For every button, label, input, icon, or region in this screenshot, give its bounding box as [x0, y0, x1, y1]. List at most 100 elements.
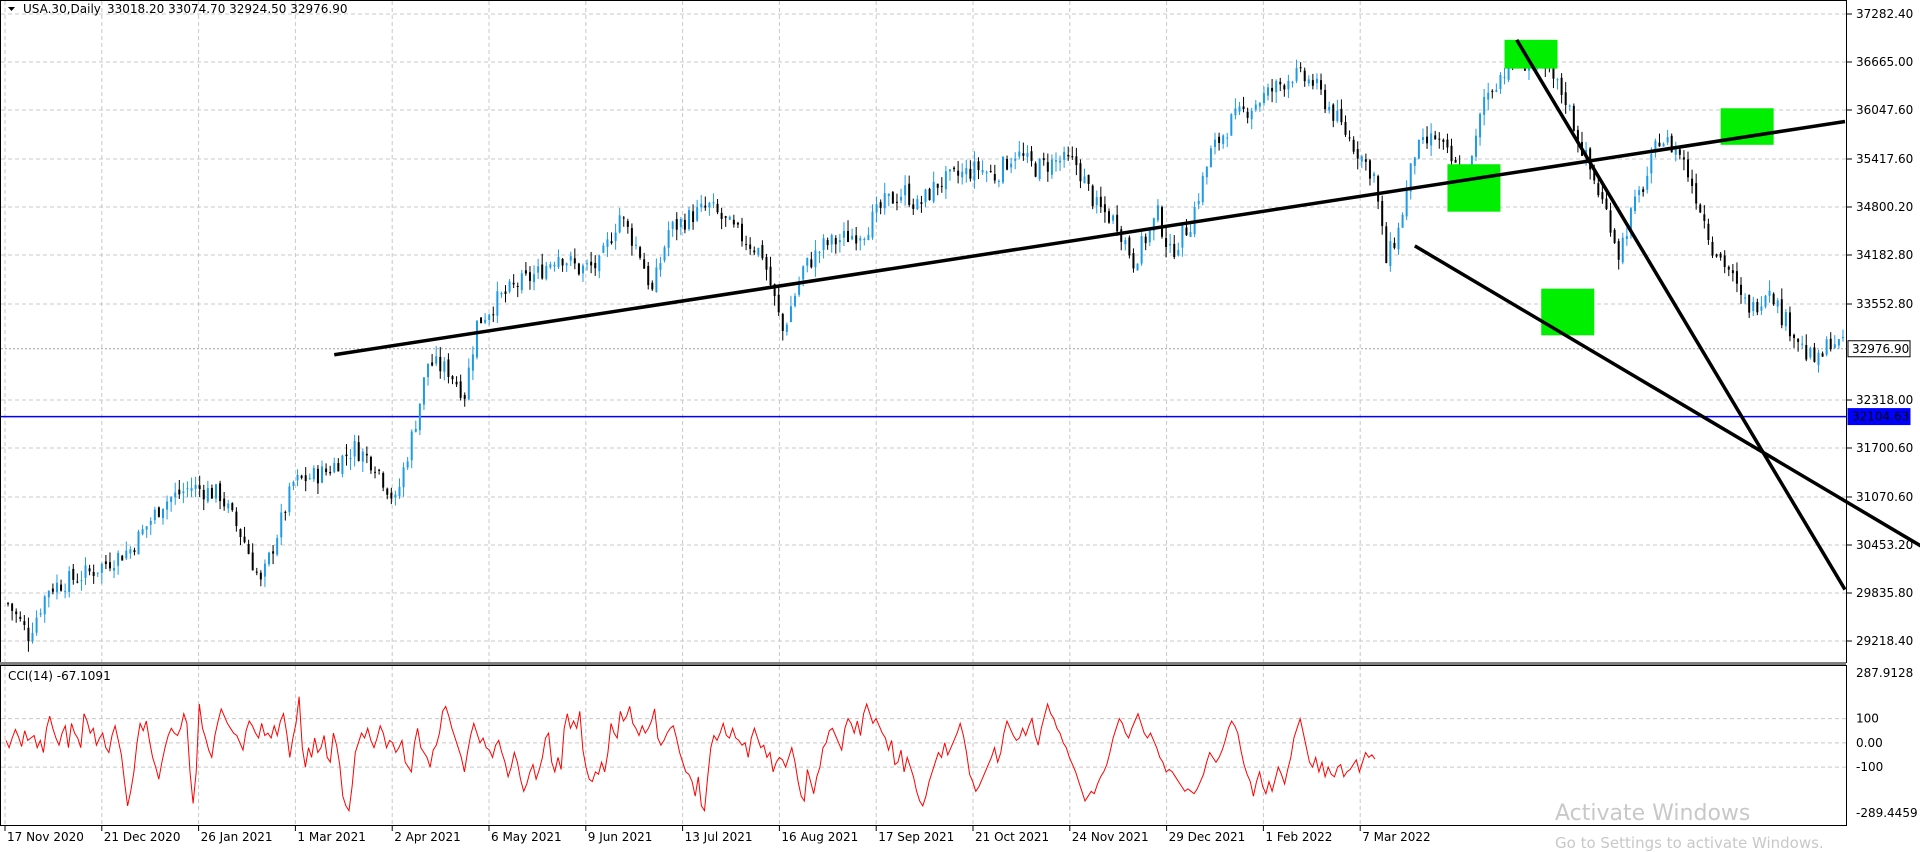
candle-body [1364, 159, 1367, 162]
candle-body [7, 603, 10, 605]
candle-body [993, 174, 996, 181]
candle-body [292, 481, 295, 486]
candle-body [1401, 214, 1404, 228]
candle-body [467, 367, 470, 400]
candle-body [1841, 337, 1844, 339]
candle-body [732, 219, 735, 225]
candle-body [1409, 163, 1412, 192]
candle-body [1091, 185, 1094, 207]
candle-body [1829, 338, 1832, 350]
candle-body [1205, 166, 1208, 178]
candle-body [961, 171, 964, 178]
date-tick-label: 21 Dec 2020 [104, 830, 181, 844]
candle-body [1760, 306, 1763, 311]
candle-body [284, 511, 287, 513]
trendline-layer [333, 38, 1920, 591]
candle-body [708, 202, 711, 208]
date-tick-label: 1 Mar 2021 [297, 830, 365, 844]
watermark-title: Activate Windows [1555, 801, 1750, 826]
candle-body [455, 381, 458, 385]
candle-body [390, 492, 393, 499]
candle-body [190, 488, 193, 491]
support-price-box [1847, 408, 1911, 426]
candle-body [614, 232, 617, 242]
price-tick-label: 29835.80 [1856, 586, 1913, 600]
candle-body [1381, 200, 1384, 227]
candle-body [182, 491, 185, 494]
candle-body [1173, 243, 1176, 258]
candle-body [492, 314, 495, 316]
candle-body [789, 306, 792, 323]
candle-body [887, 193, 890, 197]
candle-body [757, 247, 760, 255]
candle-body [206, 488, 209, 502]
candle-body [1209, 148, 1212, 168]
candle-body [174, 492, 177, 498]
candle-body [1079, 163, 1082, 182]
candle-body [414, 428, 417, 432]
cci-tick-label: -100 [1856, 760, 1883, 774]
candle-body [1678, 149, 1681, 155]
candle-body [867, 234, 870, 241]
candle-body [1715, 254, 1718, 257]
candle-body [263, 563, 266, 577]
candle-body [1776, 300, 1779, 307]
candle-body [451, 376, 454, 380]
candle-body [989, 171, 992, 173]
candle-body [891, 192, 894, 204]
candle-body [1018, 151, 1021, 157]
candle-body [55, 582, 58, 593]
symbol-dropdown-icon[interactable] [8, 7, 15, 11]
candle-body [1010, 163, 1013, 168]
candle-body [1572, 105, 1575, 131]
candle-body [997, 180, 1000, 182]
candle-body [341, 455, 344, 474]
date-tick-label: 26 Jan 2021 [201, 830, 273, 844]
candle-body [92, 572, 95, 576]
candle-body [769, 266, 772, 286]
candle-body [871, 211, 874, 238]
candle-body [161, 508, 164, 519]
candle-body [1307, 79, 1310, 84]
candle-body [586, 263, 589, 265]
candle-body [745, 244, 748, 246]
candle-body [357, 442, 360, 461]
candle-body [1087, 174, 1090, 184]
candle-body [378, 469, 381, 471]
candle-body [488, 314, 491, 320]
candle-body [427, 363, 430, 378]
candle-body [447, 359, 450, 377]
candle-body [1695, 183, 1698, 204]
date-tick-label: 17 Sep 2021 [878, 830, 954, 844]
candle-body [622, 217, 625, 219]
candle-body [1821, 353, 1824, 357]
candle-body [235, 511, 238, 527]
candle-body [1267, 87, 1270, 96]
candle-body [1825, 339, 1828, 355]
candle-body [117, 552, 120, 566]
candle-body [198, 485, 201, 490]
candle-body [1740, 284, 1743, 295]
candle-body [549, 264, 552, 268]
candle-body [410, 431, 413, 461]
pattern-marker [1541, 288, 1595, 336]
candle-layer [7, 46, 1844, 652]
candle-body [1727, 266, 1730, 270]
candle-body [1067, 154, 1070, 157]
candle-body [1797, 338, 1800, 343]
candle-body [1034, 163, 1037, 177]
candle-body [675, 219, 678, 230]
candle-body [1132, 253, 1135, 269]
candle-body [1328, 106, 1331, 111]
candle-body [1674, 148, 1677, 155]
candle-body [27, 627, 30, 642]
candle-body [153, 509, 156, 521]
candle-body [1426, 136, 1429, 144]
candle-body [1287, 80, 1290, 90]
candle-body [386, 488, 389, 495]
candle-body [794, 295, 797, 307]
candle-body [1438, 138, 1441, 140]
candle-body [1813, 347, 1816, 362]
candle-body [1006, 158, 1009, 170]
